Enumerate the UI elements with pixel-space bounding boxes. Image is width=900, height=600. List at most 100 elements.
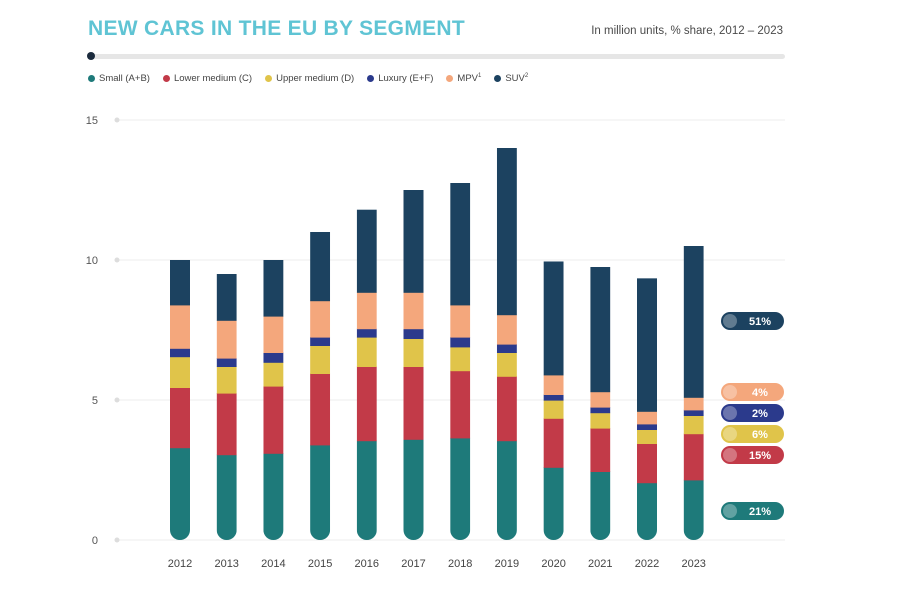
bar-stack-2020: [543, 261, 564, 540]
bar-stack-2023: [683, 246, 704, 540]
bar-stack-2021: [590, 267, 611, 540]
legend: Small (A+B) Lower medium (C) Upper mediu…: [88, 73, 528, 84]
bar-segment-mpv-2018: [450, 304, 471, 338]
bar-segment-upper-medium-d-2016: [356, 337, 377, 367]
legend-swatch-lower-medium: [162, 75, 170, 83]
legend-label-suv: SUV2: [505, 73, 529, 85]
y-tick-label-15: 15: [86, 115, 98, 127]
bar-segment-small-a-b-2016: [356, 440, 377, 540]
bar-stack-2012: [170, 260, 190, 540]
x-tick-label-2014: 2014: [261, 558, 285, 570]
share-label-luxury-e-f: 2%: [752, 408, 768, 420]
legend-item-small[interactable]: Small (A+B): [88, 73, 150, 84]
bar-stack-2016: [356, 209, 377, 540]
legend-item-luxury[interactable]: Luxury (E+F): [367, 73, 433, 84]
bar-segment-upper-medium-d-2019: [496, 352, 517, 377]
x-tick-label-2015: 2015: [308, 558, 332, 570]
bar-stack-2017: [403, 190, 424, 540]
bar-segment-small-a-b-2013: [216, 454, 237, 540]
x-tick-label-2019: 2019: [495, 558, 519, 570]
bar-stack-2014: [263, 260, 284, 540]
legend-swatch-suv: [494, 75, 502, 83]
bar-segment-small-a-b-2018: [450, 437, 471, 540]
y-tick-label-5: 5: [92, 395, 98, 407]
bar-segment-small-a-b-2022: [637, 482, 657, 540]
bar-segment-small-a-b-2015: [310, 444, 331, 540]
x-tick-label-2023: 2023: [681, 558, 705, 570]
bar-segment-upper-medium-d-2021: [590, 412, 611, 429]
bar-segment-small-a-b-2023: [683, 479, 704, 540]
bar-segment-suv-2017: [403, 190, 424, 293]
x-tick-label-2018: 2018: [448, 558, 472, 570]
legend-swatch-upper-medium: [265, 75, 273, 83]
chart-title: NEW CARS IN THE EU BY SEGMENT: [88, 17, 466, 40]
share-pill-lower-medium-c: [721, 446, 784, 464]
y-tick-label-0: 0: [92, 535, 98, 547]
x-tick-label-2021: 2021: [588, 558, 612, 570]
legend-item-suv[interactable]: SUV2: [494, 73, 528, 84]
legend-swatch-luxury: [367, 75, 375, 83]
bar-segment-luxury-e-f-2019: [496, 344, 517, 353]
bar-segment-luxury-e-f-2012: [170, 348, 190, 358]
share-pill-mpv: [721, 383, 784, 401]
bar-segment-lower-medium-c-2013: [216, 393, 237, 456]
x-tick-label-2017: 2017: [401, 558, 425, 570]
bar-segment-upper-medium-d-2013: [216, 366, 237, 394]
bar-segment-luxury-e-f-2023: [683, 409, 704, 416]
share-label-suv: 51%: [749, 316, 771, 328]
legend-swatch-mpv: [446, 75, 454, 83]
gridline-dot-15: [114, 117, 120, 123]
y-tick-label-10: 10: [86, 255, 98, 267]
title-divider: [88, 54, 785, 59]
legend-item-mpv[interactable]: MPV1: [446, 73, 481, 84]
bar-segment-suv-2023: [683, 246, 704, 398]
share-label-small-a-b: 21%: [749, 506, 771, 518]
share-pill-knob-small-a-b: [723, 504, 737, 518]
share-pill-knob-luxury-e-f: [723, 406, 737, 420]
bar-segment-suv-2012: [170, 260, 190, 306]
bar-segment-lower-medium-c-2015: [310, 373, 331, 446]
legend-label-upper-medium: Upper medium (D): [276, 73, 355, 85]
x-tick-label-2022: 2022: [635, 558, 659, 570]
bar-segment-mpv-2012: [170, 304, 190, 349]
share-pill-suv: [721, 312, 784, 330]
legend-item-lower-medium[interactable]: Lower medium (C): [162, 73, 253, 85]
share-label-lower-medium-c: 15%: [749, 450, 771, 462]
bar-segment-small-a-b-2017: [403, 439, 424, 540]
bar-segment-lower-medium-c-2016: [356, 366, 377, 442]
legend-label-mpv: MPV1: [457, 73, 482, 85]
bar-segment-luxury-e-f-2020: [543, 394, 564, 401]
bar-stack-2018: [450, 183, 471, 540]
bar-stack-2015: [310, 232, 331, 540]
bar-segment-suv-2014: [263, 260, 284, 317]
legend-label-lower-medium: Lower medium (C): [173, 73, 253, 85]
bar-segment-suv-2021: [590, 267, 611, 393]
bar-segment-suv-2015: [310, 232, 331, 302]
bar-segment-suv-2019: [496, 148, 517, 316]
bar-segment-upper-medium-d-2015: [310, 345, 331, 374]
bar-segment-lower-medium-c-2019: [496, 376, 517, 442]
bar-segment-luxury-e-f-2022: [637, 423, 657, 430]
bar-segment-lower-medium-c-2017: [403, 366, 424, 440]
bar-segment-luxury-e-f-2014: [263, 352, 284, 363]
x-tick-label-2016: 2016: [355, 558, 379, 570]
bar-segment-suv-2022: [637, 278, 657, 412]
bar-segment-lower-medium-c-2022: [637, 443, 657, 484]
bar-segment-mpv-2021: [590, 391, 611, 408]
bar-segment-small-a-b-2014: [263, 453, 284, 540]
x-tick-label-2020: 2020: [541, 558, 565, 570]
bar-segment-mpv-2016: [356, 292, 377, 330]
legend-label-luxury: Luxury (E+F): [378, 73, 434, 85]
gridline-dot-5: [114, 397, 120, 403]
bar-segment-mpv-2022: [637, 411, 657, 425]
bar-segment-lower-medium-c-2023: [683, 433, 704, 481]
legend-item-upper-medium[interactable]: Upper medium (D): [265, 73, 354, 84]
bar-segment-upper-medium-d-2022: [637, 429, 657, 444]
bar-segment-suv-2018: [450, 183, 471, 306]
bar-segment-upper-medium-d-2012: [170, 356, 190, 388]
bar-segment-luxury-e-f-2016: [356, 328, 377, 338]
share-pill-small-a-b: [721, 502, 784, 520]
bar-segment-upper-medium-d-2014: [263, 362, 284, 387]
legend-swatch-small: [88, 75, 95, 83]
